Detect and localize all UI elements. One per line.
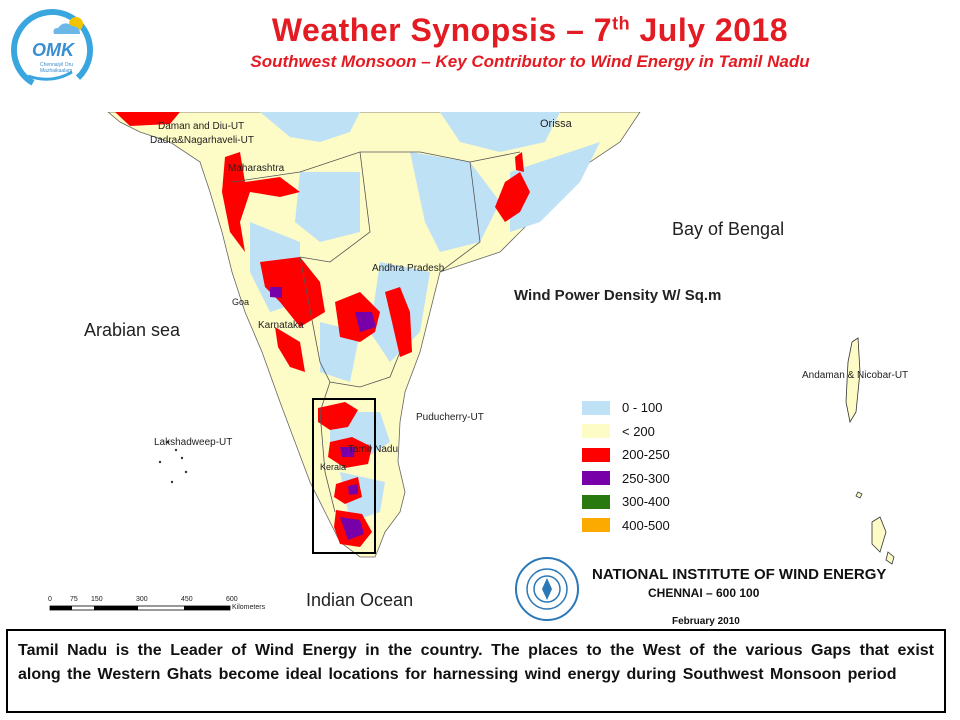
title-suffix: July 2018	[630, 12, 789, 48]
logo-tagline-2: Mazhaikaalam	[40, 68, 72, 74]
legend-swatch	[582, 447, 610, 462]
scale-tick-600: 600	[226, 596, 238, 603]
legend-item: < 200	[582, 420, 670, 444]
scale-bar	[49, 605, 231, 611]
legend-label: 400-500	[622, 517, 670, 533]
legend-swatch	[582, 424, 610, 439]
legend-item: 300-400	[582, 490, 670, 514]
scale-tick-450: 450	[181, 596, 193, 603]
tamil-nadu-highlight-box	[312, 398, 376, 554]
scale-tick-300: 300	[136, 596, 148, 603]
label-arabian-sea: Arabian sea	[84, 320, 181, 340]
wind-zone-karnataka-north	[260, 257, 325, 327]
page-title: Weather Synopsis – 7th July 2018	[100, 12, 960, 49]
label-goa: Goa	[232, 297, 250, 307]
label-indian-ocean: Indian Ocean	[306, 590, 414, 610]
scale-tick-150: 150	[91, 596, 103, 603]
label-dadra: Dadra&Nagarhaveli-UT	[150, 135, 254, 146]
legend-swatch	[582, 400, 610, 415]
legend-item: 200-250	[582, 443, 670, 467]
wind-zone-maharashtra	[222, 152, 300, 252]
legend-swatch	[582, 494, 610, 509]
label-orissa: Orissa	[540, 118, 572, 130]
label-karnataka: Karnataka	[258, 320, 304, 331]
legend-label: 300-400	[622, 494, 670, 510]
title-superscript: th	[612, 13, 631, 34]
label-lakshadweep: Lakshadweep-UT	[154, 437, 233, 448]
label-tamil-nadu: Tamil Nadu	[348, 444, 399, 455]
label-kerala: Kerala	[320, 462, 347, 472]
label-puducherry: Puducherry-UT	[416, 412, 484, 423]
legend-item: 250-300	[582, 467, 670, 491]
scale-unit: Kilometers	[232, 604, 266, 611]
label-maharashtra: Maharashtra	[228, 163, 285, 174]
label-daman: Daman and Diu-UT	[158, 121, 245, 132]
legend-title: Wind Power Density W/ Sq.m	[514, 287, 722, 304]
page-subtitle: Southwest Monsoon – Key Contributor to W…	[250, 52, 810, 71]
andaman-islands	[845, 337, 861, 424]
caption-box: Tamil Nadu is the Leader of Wind Energy …	[6, 629, 946, 713]
label-andhra-pradesh: Andhra Pradesh	[372, 263, 445, 274]
legend: 0 - 100 < 200 200-250 250-300 300-400 400-500	[582, 396, 670, 537]
label-andaman: Andaman & Nicobar-UT	[802, 370, 909, 381]
label-bay-of-bengal: Bay of Bengal	[672, 219, 785, 239]
legend-label: < 200	[622, 423, 655, 439]
wind-map	[107, 112, 895, 565]
title-prefix: Weather Synopsis – 7	[271, 12, 613, 48]
wind-zone-gujarat	[115, 112, 180, 126]
legend-item: 400-500	[582, 514, 670, 538]
scale-tick-0: 0	[48, 596, 52, 603]
scale-tick-75: 75	[70, 596, 78, 603]
logo-text: OMK	[32, 40, 76, 60]
legend-label: 250-300	[622, 470, 670, 486]
legend-swatch	[582, 471, 610, 486]
map-date: February 2010	[672, 616, 740, 627]
niwe-emblem	[515, 557, 579, 621]
legend-item: 0 - 100	[582, 396, 670, 420]
institute-name: NATIONAL INSTITUTE OF WIND ENERGY	[592, 566, 887, 583]
omk-logo: OMK Chennaiyil Oru Mazhaikaalam	[10, 8, 93, 91]
legend-label: 200-250	[622, 447, 670, 463]
institute-address: CHENNAI – 600 100	[648, 586, 760, 600]
legend-label: 0 - 100	[622, 400, 663, 416]
legend-swatch	[582, 518, 610, 533]
logo-tagline-1: Chennaiyil Oru	[40, 62, 73, 68]
